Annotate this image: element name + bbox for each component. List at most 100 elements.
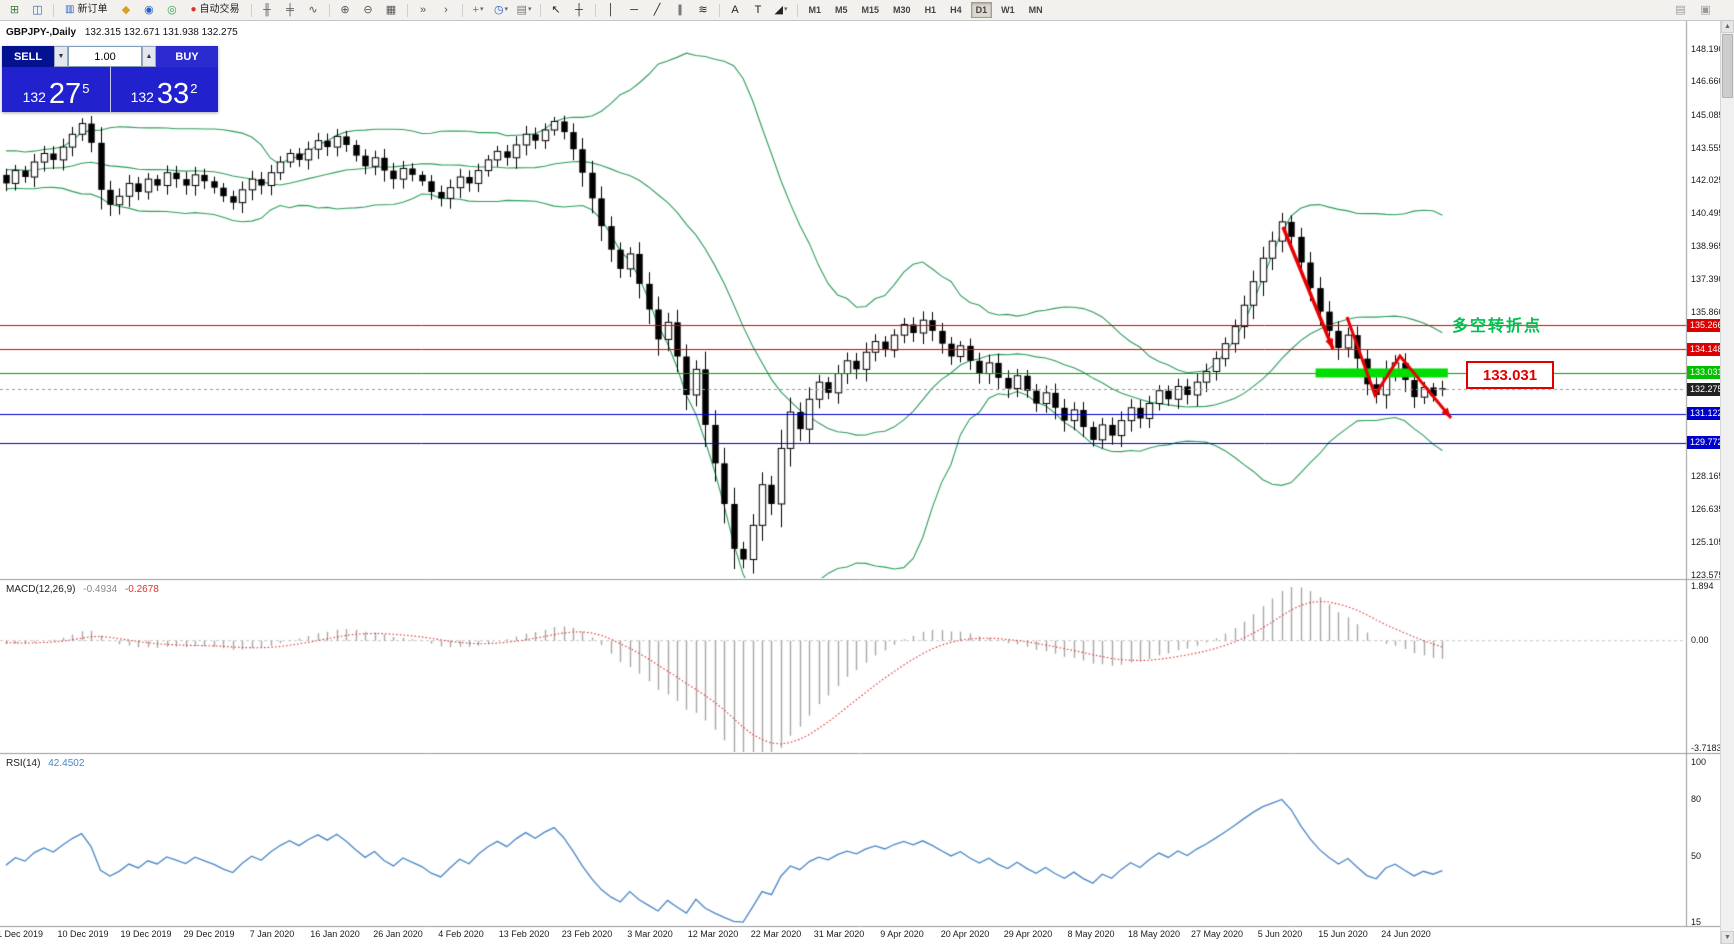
auto-trading-button[interactable]: ● 自动交易: [184, 1, 245, 19]
price-axis-label: 148.190: [1691, 43, 1724, 54]
zoom-in-icon[interactable]: ⊕: [340, 4, 350, 16]
date-axis-label: 29 Dec 2019: [183, 929, 235, 939]
volume-increase-button[interactable]: ▲: [142, 46, 156, 67]
symbol-title: GBPJPY-,Daily: [6, 27, 77, 38]
volume-decrease-button[interactable]: ▼: [54, 46, 68, 67]
crosshair-icon[interactable]: ┼: [575, 4, 583, 16]
scroll-up-arrow-icon[interactable]: ▲: [1721, 20, 1734, 33]
equidistant-channel-icon[interactable]: ∥: [677, 4, 683, 16]
rsi-axis-label: 50: [1691, 850, 1702, 861]
timeframe-m5-button[interactable]: M5: [835, 5, 848, 15]
timeframe-h1-button[interactable]: H1: [924, 5, 937, 15]
market-watch-icon[interactable]: ◉: [144, 4, 154, 16]
price-axis-label: 140.495: [1691, 207, 1724, 218]
trendline-icon[interactable]: ╱: [653, 4, 661, 16]
sell-price[interactable]: 132 27 5: [2, 67, 110, 112]
price-level-annotation-box: 133.031: [1466, 361, 1554, 389]
buy-price[interactable]: 132 33 2: [110, 67, 218, 112]
auto-scroll-icon[interactable]: »: [419, 4, 427, 16]
indicators-icon-dropdown[interactable]: ▾: [479, 6, 484, 13]
date-axis-label: 24 Jun 2020: [1381, 929, 1431, 939]
toolbar: ⊞ ◫ ▥ 新订单 ◆ ◉ ◎ ● 自动交易 ╫ ╪ ∿ ⊕ ⊖ ▦» › + ▾ ◷ ▾ ▤ ▾ ↖ ┼ │ ─ ╱ ∥ ≋ A T ◢ ▾ M…: [0, 0, 1734, 21]
new-order-button-icon: ▥: [65, 4, 75, 15]
auto-trading-button-icon: ●: [190, 4, 197, 15]
timeframe-m1-button[interactable]: M1: [808, 5, 822, 15]
price-level-tag: 129.772: [1687, 436, 1726, 450]
timeframe-h4-button[interactable]: H4: [950, 5, 962, 15]
macd-header: MACD(12,26,9) -0.4934 -0.2678: [6, 584, 159, 595]
arrows-shapes-icon-dropdown[interactable]: ▾: [783, 6, 788, 13]
buy-price-frac: 2: [190, 81, 198, 96]
navigator-icon[interactable]: ◎: [167, 4, 177, 16]
price-level-tag: 135.266: [1687, 318, 1726, 332]
timeframe-m30-button[interactable]: M30: [893, 5, 911, 15]
timeframe-d1-button[interactable]: D1: [970, 2, 993, 18]
tile-windows-icon[interactable]: ▦: [385, 4, 397, 16]
toolbar-separator: [718, 3, 720, 17]
print-icon[interactable]: ▤: [1675, 4, 1686, 16]
timeframe-mn-button[interactable]: MN: [1028, 5, 1043, 15]
price-divider: [110, 67, 111, 112]
toolbar-separator: [53, 3, 54, 17]
vertical-scrollbar[interactable]: ▲ ▼: [1720, 20, 1734, 944]
scrollbar-thumb[interactable]: [1722, 34, 1733, 98]
date-axis-label: 22 Mar 2020: [750, 929, 802, 939]
date-axis-label: 3 Mar 2020: [627, 929, 673, 939]
rsi-axis-label: 15: [1691, 916, 1702, 927]
price-axis-label: 137.390: [1691, 274, 1724, 285]
profiles-icon[interactable]: ◫: [32, 4, 43, 16]
price-level-tag: 133.031: [1687, 366, 1726, 380]
price-axis-label: 128.165: [1691, 471, 1724, 482]
date-axis-label: 18 May 2020: [1127, 929, 1181, 939]
date-axis-label: 19 Dec 2019: [120, 929, 172, 939]
templates-icon[interactable]: ▤ ▾: [516, 4, 532, 16]
periods-icon[interactable]: ◷ ▾: [493, 4, 509, 16]
window-list-icon[interactable]: ▣: [1700, 4, 1711, 16]
periods-icon-dropdown[interactable]: ▾: [504, 6, 509, 13]
price-axis-label: 142.025: [1691, 175, 1724, 186]
zoom-out-icon[interactable]: ⊖: [363, 4, 373, 16]
timeframe-w1-button[interactable]: W1: [1001, 5, 1015, 15]
date-axis-label: 9 Apr 2020: [880, 929, 924, 939]
arrows-shapes-icon[interactable]: ◢ ▾: [774, 4, 788, 16]
price-axis-label: 126.635: [1691, 504, 1724, 515]
buy-button[interactable]: BUY: [156, 46, 218, 67]
sell-price-big: 132: [22, 89, 46, 105]
price-axis-label: 146.660: [1691, 76, 1724, 87]
price-axis-label: 138.965: [1691, 240, 1724, 251]
toolbar-right-icons: ▤ ▣: [1670, 1, 1730, 19]
date-axis-label: 23 Feb 2020: [561, 929, 613, 939]
cursor-icon[interactable]: ↖: [551, 4, 561, 16]
new-order-button-label: 新订单: [77, 4, 108, 15]
price-axis-label: 125.105: [1691, 536, 1724, 547]
bar-chart-mode-icon[interactable]: ╫: [263, 4, 271, 16]
price-axis-label: 135.860: [1691, 306, 1724, 317]
new-chart-icon[interactable]: ⊞: [9, 4, 20, 16]
date-axis-label: 7 Jan 2020: [249, 929, 295, 939]
macd-signal-value: -0.2678: [124, 584, 159, 595]
rsi-value: 42.4502: [48, 758, 85, 769]
templates-icon-dropdown[interactable]: ▾: [527, 6, 532, 13]
macd-axis-label: 0.00: [1691, 635, 1709, 646]
horizontal-line-icon[interactable]: ─: [630, 4, 638, 16]
line-chart-mode-icon[interactable]: ∿: [308, 4, 318, 16]
candlestick-mode-icon[interactable]: ╪: [286, 4, 294, 16]
text-label-icon[interactable]: T: [754, 4, 762, 16]
date-axis-label: 5 Jun 2020: [1257, 929, 1303, 939]
toolbar-separator: [539, 3, 541, 17]
toolbar-separator: [406, 3, 408, 17]
volume-input[interactable]: [68, 46, 142, 67]
new-order-button[interactable]: ▥ 新订单: [59, 1, 113, 19]
fibonacci-icon[interactable]: ≋: [698, 4, 708, 16]
indicators-icon[interactable]: + ▾: [472, 4, 484, 16]
vertical-line-icon[interactable]: │: [607, 4, 615, 16]
chart-shift-icon[interactable]: ›: [444, 4, 448, 16]
scroll-down-arrow-icon[interactable]: ▼: [1721, 931, 1734, 944]
favorites-icon[interactable]: ◆: [121, 4, 131, 16]
sell-button[interactable]: SELL: [2, 46, 54, 67]
text-icon[interactable]: A: [731, 4, 739, 16]
macd-main-value: -0.4934: [83, 584, 118, 595]
timeframe-m15-button[interactable]: M15: [861, 5, 880, 15]
price-level-tag: 131.122: [1687, 407, 1726, 421]
